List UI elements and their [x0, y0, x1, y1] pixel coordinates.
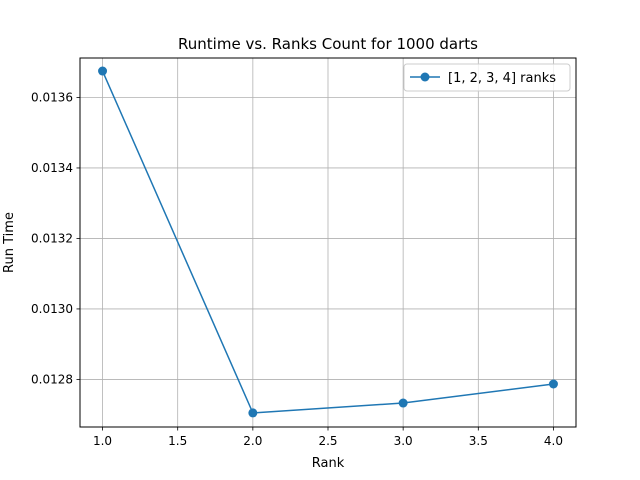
legend: [1, 2, 3, 4] ranks: [403, 63, 571, 92]
y-tick-label: 0.0132: [31, 231, 73, 245]
y-tick-label: 0.0136: [31, 90, 73, 104]
y-axis-label: Run Time: [2, 212, 17, 273]
data-point: [398, 398, 408, 408]
data-point: [98, 66, 108, 76]
x-tick-label: 4.0: [544, 434, 563, 448]
legend-box: [403, 63, 571, 92]
data-point: [548, 379, 558, 389]
axes-frame: [79, 57, 577, 428]
chart-title: Runtime vs. Ranks Count for 1000 darts: [178, 35, 478, 53]
legend-marker: [420, 72, 430, 82]
x-tick-label: 3.5: [469, 434, 488, 448]
series-line: [101, 70, 554, 414]
y-ticks: 0.0128 0.0130 0.0132 0.0134 0.0136: [31, 90, 80, 386]
x-tick-label: 3.0: [394, 434, 413, 448]
y-tick-label: 0.0128: [31, 372, 73, 386]
x-axis-label: Rank: [312, 456, 345, 471]
x-ticks: 1.0 1.5 2.0 2.5 3.0 3.5 4.0: [93, 427, 563, 448]
x-tick-label: 1.5: [168, 434, 187, 448]
x-tick-label: 2.0: [243, 434, 262, 448]
data-point: [248, 408, 258, 418]
plot-area: [98, 66, 558, 418]
y-tick-label: 0.0134: [31, 161, 73, 175]
legend-label: [1, 2, 3, 4] ranks: [448, 71, 556, 86]
x-tick-label: 2.5: [318, 434, 337, 448]
x-tick-label: 1.0: [93, 434, 112, 448]
y-tick-label: 0.0130: [31, 302, 73, 316]
